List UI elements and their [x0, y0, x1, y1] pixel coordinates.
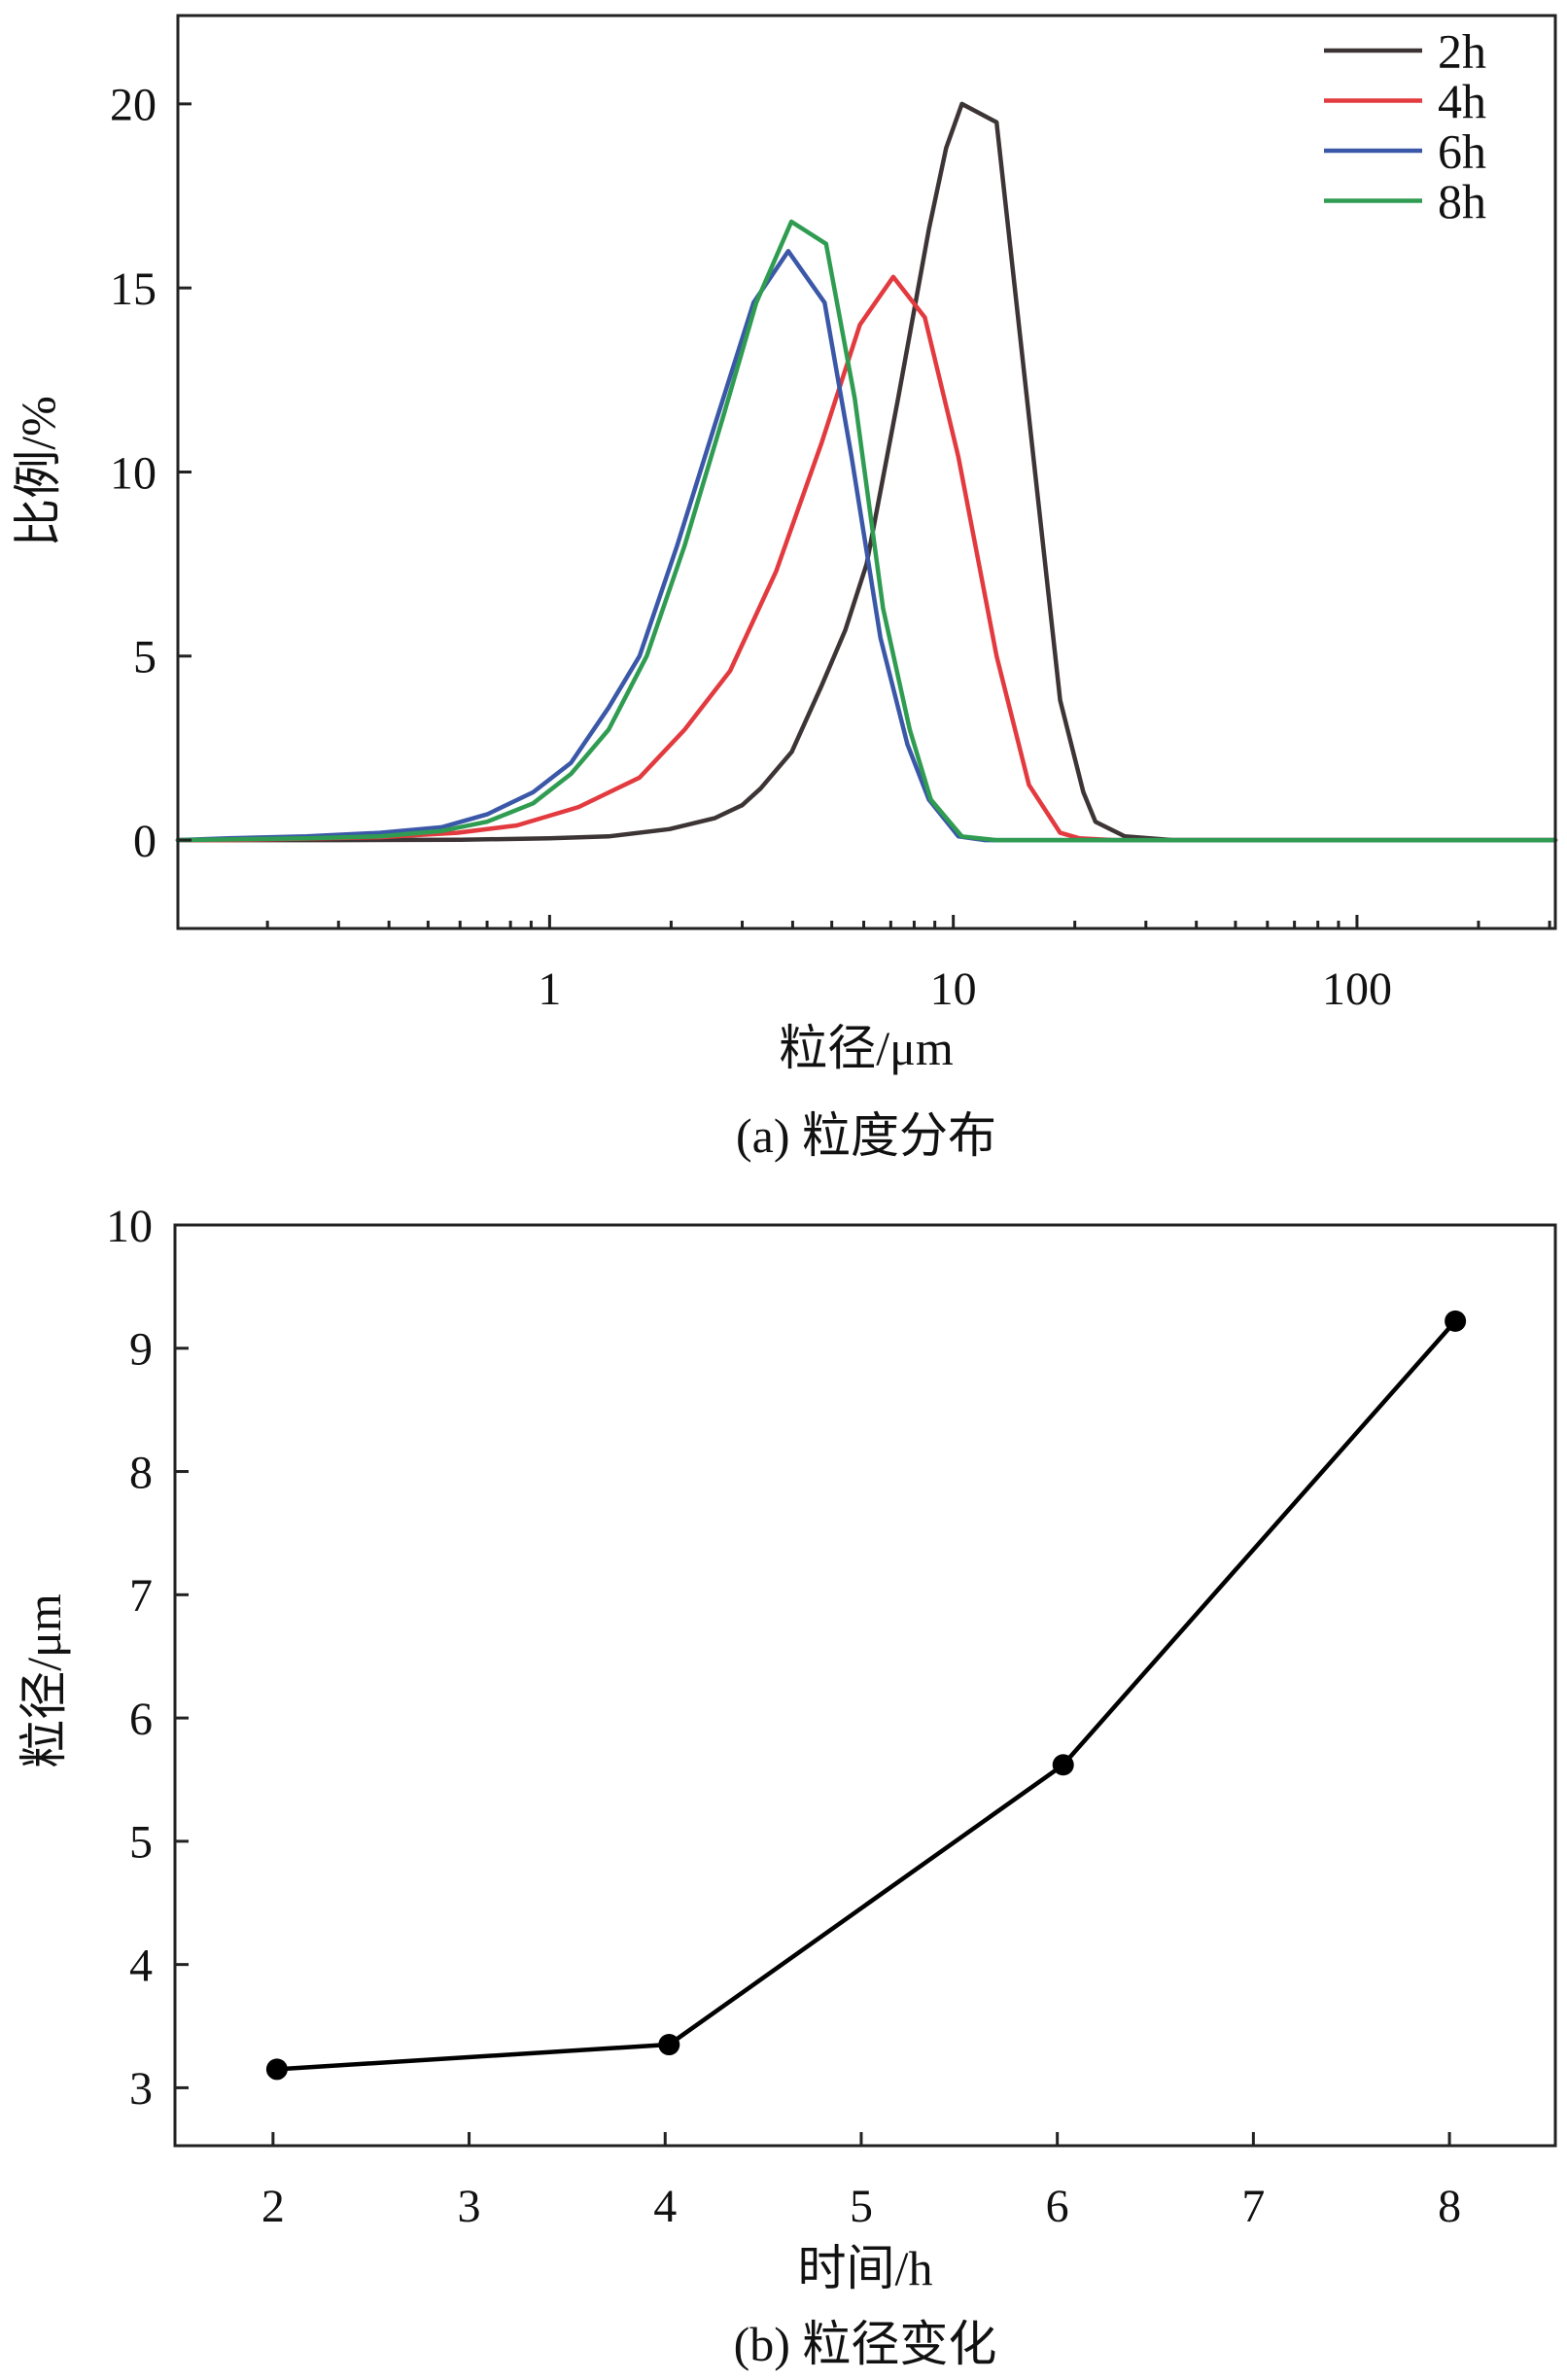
panel-b-y-tick-label: 7: [129, 1570, 153, 1622]
panel-a-y-axis-label: 比例/%: [11, 396, 65, 547]
legend-label-6h: 6h: [1438, 124, 1486, 179]
panel-b-y-tick-label: 5: [129, 1817, 153, 1869]
panel-b-y-tick-label: 3: [129, 2063, 153, 2115]
legend-label-8h: 8h: [1438, 174, 1486, 228]
panel-b-x-tick-label: 3: [458, 2181, 481, 2232]
panel-b-y-tick-label: 4: [129, 1940, 153, 1991]
panel-b-y-tick-label: 10: [106, 1201, 153, 1252]
panel-b-data-point: [658, 2034, 680, 2056]
panel-b-series: [265, 1310, 1467, 2081]
legend-label-4h: 4h: [1438, 74, 1486, 128]
panel-b-y-tick-label: 8: [129, 1447, 153, 1498]
panel-b-series-series-0-line: [274, 1318, 1458, 2072]
panel-b-x-axis-label: 时间/h: [798, 2241, 933, 2295]
panel-b-x-tick-label: 2: [261, 2181, 285, 2232]
panel-b-y-tick-label: 9: [129, 1324, 153, 1376]
panel-a-plot-frame: [176, 14, 1557, 930]
panel-b-x-tick-label: 4: [653, 2181, 677, 2232]
panel-a-y-tick-label: 15: [110, 263, 157, 315]
panel-a-y-tick-label: 5: [133, 632, 157, 683]
panel-b-caption: (b) 粒径变化: [734, 2317, 997, 2371]
panel-a-caption: (a) 粒度分布: [736, 1108, 996, 1163]
panel-a-series: [175, 101, 1558, 843]
panel-b-data-point: [1445, 1310, 1467, 1332]
panel-a-y-tick-label: 0: [133, 816, 157, 867]
panel-a-x-tick-label: 10: [930, 963, 977, 1015]
panel-a-x-tick-label: 100: [1322, 963, 1392, 1015]
panel-a-series-2h-line: [175, 101, 1558, 843]
panel-a-y-tick-label: 20: [110, 80, 157, 131]
panel-b-data-point: [265, 2058, 288, 2081]
panel-b-particle-size-change: 3 4 5 6 7 8 9 10 2 3 4 5 6 7 8 时间/h 粒径/μm (b) 粒径变化: [17, 1201, 1557, 2371]
panel-a-axes-ticks: 0 5 10 15 20 1 10 100: [110, 80, 1551, 1015]
panel-a-x-axis-label: 粒径/μm: [779, 1021, 954, 1075]
panel-b-x-tick-label: 8: [1438, 2181, 1461, 2232]
panel-b-plot-frame: [173, 1223, 1557, 2148]
panel-a-series-8h-line: [175, 219, 1558, 843]
panel-a-x-tick-label: 1: [538, 963, 561, 1015]
panel-b-x-tick-label: 7: [1241, 2181, 1265, 2232]
legend-label-2h: 2h: [1438, 24, 1486, 79]
panel-b-x-tick-label: 6: [1046, 2181, 1069, 2232]
panel-a-y-tick-label: 10: [110, 447, 157, 499]
panel-b-x-tick-label: 5: [850, 2181, 873, 2232]
panel-b-y-axis-label: 粒径/μm: [17, 1593, 71, 1768]
panel-b-data-point: [1052, 1754, 1074, 1776]
panel-b-y-tick-label: 6: [129, 1694, 153, 1745]
panel-b-axes-ticks: 3 4 5 6 7 8 9 10 2 3 4 5 6 7 8: [106, 1201, 1461, 2232]
